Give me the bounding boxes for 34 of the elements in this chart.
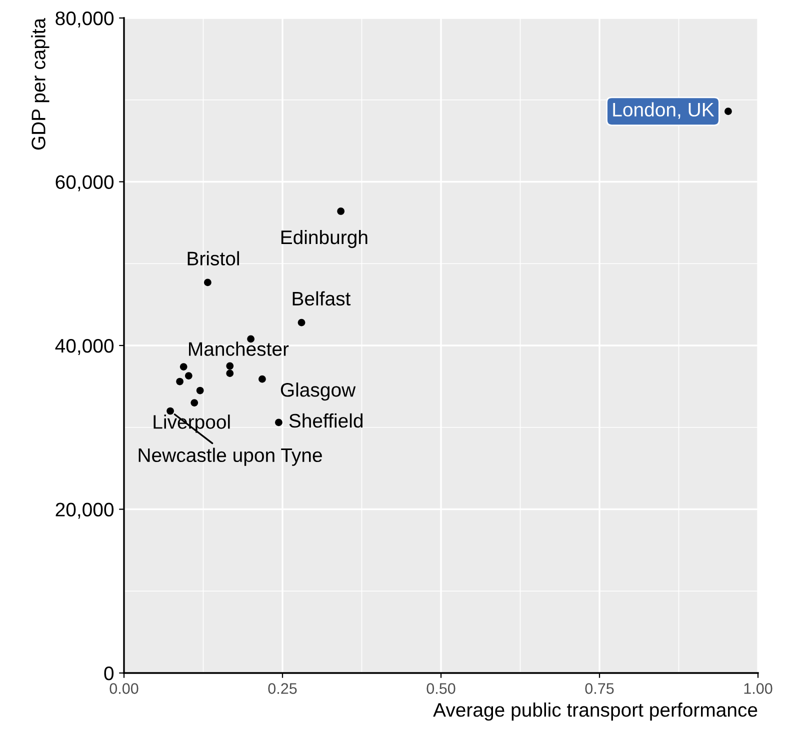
x-tick-label: 0.25 <box>268 683 297 694</box>
point <box>204 278 212 286</box>
point <box>724 108 732 116</box>
annotation: Manchester <box>189 342 289 356</box>
y-tick-label: 60,000 <box>56 175 114 192</box>
annotation: Sheffield <box>289 413 362 428</box>
point <box>190 399 198 406</box>
point <box>337 208 344 215</box>
point <box>184 372 192 380</box>
point <box>196 386 204 394</box>
point <box>180 363 188 370</box>
annotation: Newcastle upon Tyne <box>138 448 322 466</box>
y-axis-title: GDP per capita <box>31 18 50 150</box>
annotation: London, UK <box>613 102 714 119</box>
x-tick-label: 0.75 <box>585 683 614 694</box>
point <box>226 362 234 370</box>
annotation: Edinburgh <box>281 230 368 248</box>
x-tick-label: 1.00 <box>744 683 772 694</box>
x-axis-title: Average public transport performance <box>433 702 758 721</box>
y-tick-label: 80,000 <box>56 11 114 28</box>
point <box>226 370 234 378</box>
point <box>275 418 282 426</box>
point <box>298 318 306 326</box>
annotation: Glasgow <box>280 382 356 401</box>
annotation: Belfast <box>292 291 351 306</box>
y-tick-label: 20,000 <box>56 502 114 519</box>
point <box>176 378 184 386</box>
x-tick-label: 0.00 <box>110 683 138 694</box>
annotation: Bristol <box>188 251 239 266</box>
point <box>258 375 266 383</box>
y-tick-label: 40,000 <box>55 338 114 356</box>
y-tick-label: 0 <box>104 666 114 680</box>
x-tick-label: 0.50 <box>426 683 456 694</box>
point <box>166 407 174 415</box>
